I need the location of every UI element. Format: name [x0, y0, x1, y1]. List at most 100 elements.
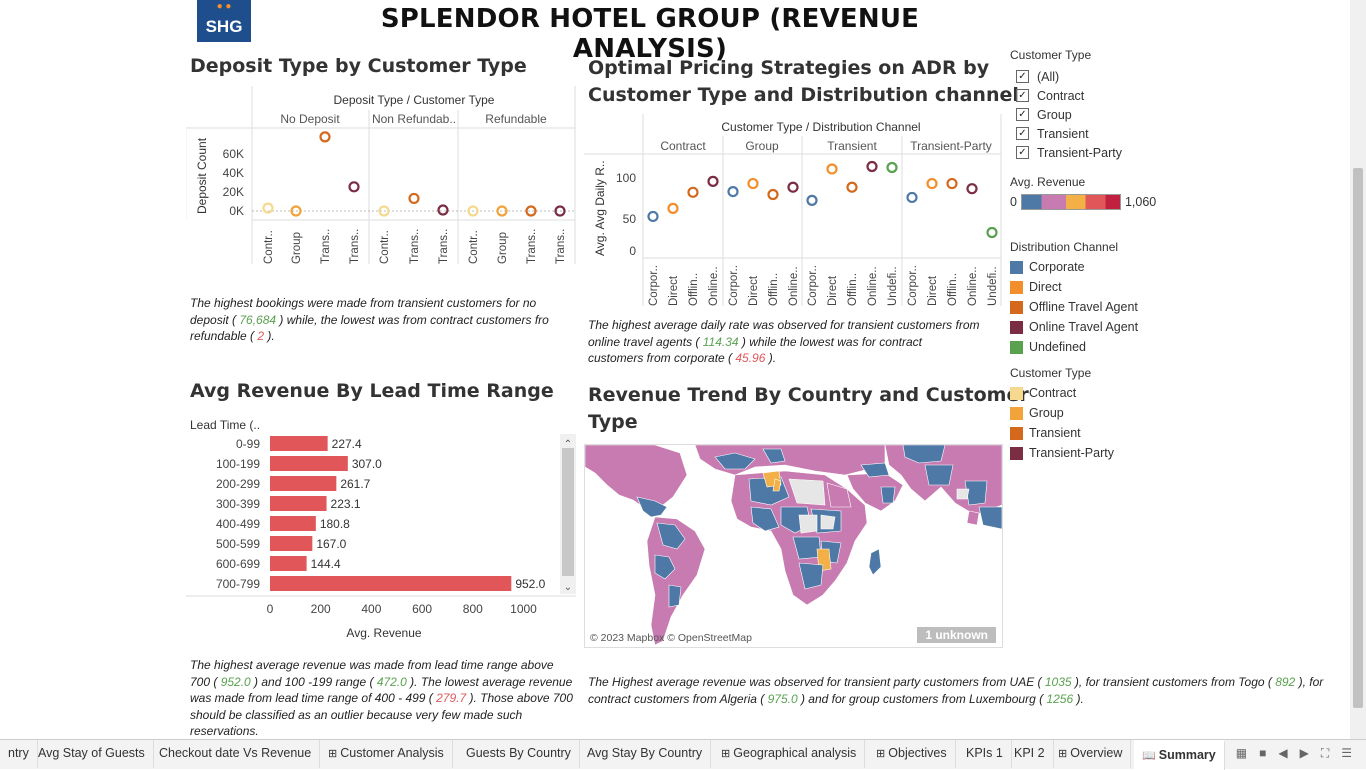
scroll-down-icon[interactable]: ⌄ — [564, 582, 572, 593]
checkbox-checked-icon[interactable]: ✓ — [1016, 108, 1029, 121]
filter-item-all[interactable]: ✓ (All) — [1016, 67, 1190, 86]
ctype-legend-item[interactable]: Transient-Party — [1010, 443, 1190, 463]
lead-bar[interactable] — [270, 576, 512, 591]
dist-legend-item[interactable]: Direct — [1010, 277, 1190, 297]
lead-bar[interactable] — [270, 436, 328, 451]
lead-x-tick: 800 — [463, 602, 483, 616]
prev-sheet-icon[interactable]: ◀ — [1278, 746, 1288, 760]
adr-point[interactable] — [806, 194, 818, 206]
adr-point[interactable] — [707, 175, 719, 187]
adr-chart[interactable]: Customer Type / Distribution Channel Con… — [584, 114, 1004, 310]
adr-point[interactable] — [687, 186, 699, 198]
sheet-tab[interactable]: ⊞ Objectives — [868, 740, 956, 768]
lead-bar[interactable] — [270, 556, 307, 571]
checkbox-checked-icon[interactable]: ✓ — [1016, 146, 1029, 159]
deposit-chart[interactable]: Deposit Type / Customer Type No Deposit … — [186, 86, 578, 268]
lead-bar[interactable] — [270, 456, 348, 471]
sheet-tab[interactable]: Guests By Country — [458, 740, 580, 768]
checkbox-checked-icon[interactable]: ✓ — [1016, 89, 1029, 102]
sheet-tab[interactable]: KPIs 1 — [958, 740, 1012, 768]
adr-point[interactable] — [906, 191, 918, 204]
ctype-legend-item[interactable]: Transient — [1010, 423, 1190, 443]
filter-item-transient[interactable]: ✓ Transient — [1016, 124, 1190, 143]
lead-bar[interactable] — [270, 476, 337, 491]
lead-scroll-thumb[interactable] — [562, 448, 574, 576]
deposit-point[interactable] — [554, 205, 566, 217]
adr-point[interactable] — [886, 161, 898, 174]
lead-bar[interactable] — [270, 536, 313, 551]
sheet-tab[interactable]: ⊞ Geographical analysis — [713, 740, 866, 768]
lead-bar-label: 144.4 — [311, 557, 341, 571]
legend-label: Transient — [1029, 426, 1081, 440]
lead-x-axis-label: Avg. Revenue — [346, 626, 421, 640]
ctype-legend-item[interactable]: Contract — [1010, 383, 1190, 403]
deposit-point[interactable] — [496, 205, 508, 217]
dist-legend-item[interactable]: Offline Travel Agent — [1010, 297, 1190, 317]
adr-point[interactable] — [946, 177, 958, 190]
adr-point[interactable] — [727, 185, 739, 198]
sheet-tab[interactable]: Avg Stay By Country — [579, 740, 712, 768]
adr-point[interactable] — [866, 160, 878, 173]
adr-point[interactable] — [966, 183, 978, 195]
deposit-point[interactable] — [467, 205, 479, 217]
filter-item-group[interactable]: ✓ Group — [1016, 105, 1190, 124]
menu-icon[interactable]: ☰ — [1341, 746, 1352, 760]
grid-view-icon[interactable]: ▦ — [1235, 746, 1248, 760]
filter-item-transient-party[interactable]: ✓ Transient-Party — [1016, 143, 1190, 162]
lead-bar[interactable] — [270, 496, 327, 511]
adr-point[interactable] — [647, 210, 659, 223]
lead-x-tick: 1000 — [510, 602, 537, 616]
ctype-legend-item[interactable]: Group — [1010, 403, 1190, 423]
adr-point[interactable] — [747, 177, 759, 190]
next-sheet-icon[interactable]: ▶ — [1299, 746, 1309, 760]
dist-legend-item[interactable]: Undefined — [1010, 337, 1190, 357]
adr-point[interactable] — [926, 177, 938, 190]
adr-point[interactable] — [767, 188, 779, 201]
deposit-point[interactable] — [319, 131, 331, 143]
lead-category-label: 200-299 — [216, 477, 260, 491]
sheet-tab[interactable]: ⊞ Overview — [1050, 740, 1132, 768]
avg-revenue-min: 0 — [1010, 195, 1017, 209]
deposit-point[interactable] — [378, 205, 390, 217]
single-view-icon[interactable]: ■ — [1259, 746, 1267, 760]
deposit-point[interactable] — [290, 205, 302, 217]
lead-category-label: 500-599 — [216, 537, 260, 551]
deposit-y-axis-label: Deposit Count — [195, 137, 209, 214]
adr-point[interactable] — [787, 181, 799, 193]
lead-bar[interactable] — [270, 516, 316, 531]
logo-dots-icon: ● ● — [216, 1, 232, 12]
deposit-point[interactable] — [348, 181, 360, 193]
fit-icon[interactable]: ⛶ — [1320, 746, 1330, 760]
adr-x-label: Corpor.. — [728, 265, 740, 306]
adr-point[interactable] — [826, 163, 838, 175]
deposit-point[interactable] — [408, 192, 420, 205]
sheet-tab[interactable]: 📖 Summary — [1134, 740, 1225, 770]
sheet-tab[interactable]: Avg Stay of Guests — [30, 740, 154, 768]
scroll-up-icon[interactable]: ⌃ — [564, 439, 572, 450]
deposit-x-label: Contr.. — [263, 230, 275, 264]
sheet-tab[interactable]: ntry — [0, 740, 38, 768]
world-map[interactable]: © 2023 Mapbox © OpenStreetMap 1 unknown — [584, 444, 1003, 648]
adr-point[interactable] — [986, 226, 998, 239]
checkbox-checked-icon[interactable]: ✓ — [1016, 127, 1029, 140]
lead-category-label: 100-199 — [216, 457, 260, 471]
page-scroll-thumb[interactable] — [1353, 168, 1363, 708]
sheet-tab[interactable]: KPI 2 — [1006, 740, 1054, 768]
adr-point[interactable] — [667, 202, 679, 214]
adr-point[interactable] — [846, 181, 858, 193]
sheet-tab[interactable]: ⊞ Customer Analysis — [320, 740, 453, 768]
deposit-x-label: Group — [291, 232, 303, 264]
lead-bar-label: 307.0 — [352, 457, 382, 471]
lead-bar-chart[interactable]: 0-99 227.4 100-199 307.0 200-299 261.7 300-399… — [186, 432, 578, 644]
deposit-point[interactable] — [262, 202, 274, 214]
dist-legend-item[interactable]: Online Travel Agent — [1010, 317, 1190, 337]
adr-x-label: Direct — [748, 275, 760, 306]
dist-legend-item[interactable]: Corporate — [1010, 257, 1190, 277]
deposit-point[interactable] — [437, 204, 449, 216]
unknown-badge[interactable]: 1 unknown — [917, 627, 996, 643]
deposit-point[interactable] — [525, 205, 537, 217]
checkbox-checked-icon[interactable]: ✓ — [1016, 70, 1029, 83]
sheet-tab[interactable]: Checkout date Vs Revenue — [151, 740, 321, 768]
page-scrollbar[interactable] — [1350, 0, 1366, 739]
filter-item-contract[interactable]: ✓ Contract — [1016, 86, 1190, 105]
